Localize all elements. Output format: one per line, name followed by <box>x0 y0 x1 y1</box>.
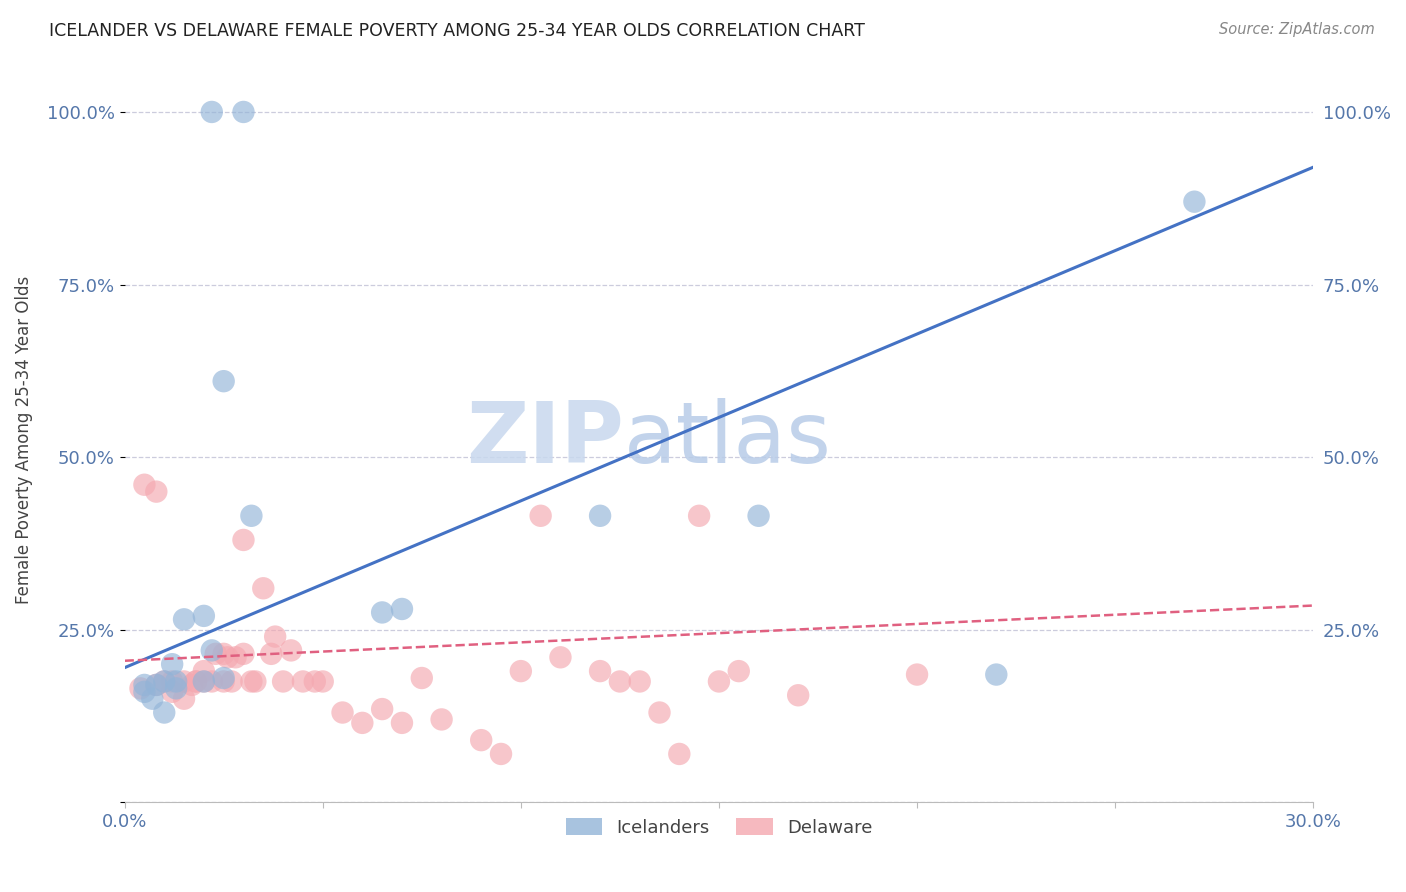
Point <box>225 650 247 665</box>
Point <box>264 630 287 644</box>
Point <box>232 533 254 547</box>
Point <box>232 105 254 120</box>
Point <box>212 647 235 661</box>
Point <box>489 747 512 761</box>
Point <box>668 747 690 761</box>
Point <box>145 678 167 692</box>
Point <box>204 647 226 661</box>
Text: Source: ZipAtlas.com: Source: ZipAtlas.com <box>1219 22 1375 37</box>
Point <box>707 674 730 689</box>
Point <box>245 674 267 689</box>
Point <box>165 681 187 696</box>
Point <box>212 671 235 685</box>
Point <box>648 706 671 720</box>
Point <box>1184 194 1206 209</box>
Point <box>129 681 152 696</box>
Point <box>160 657 183 672</box>
Point <box>193 674 215 689</box>
Point <box>184 674 207 689</box>
Point <box>986 667 1008 681</box>
Point <box>304 674 326 689</box>
Text: ICELANDER VS DELAWARE FEMALE POVERTY AMONG 25-34 YEAR OLDS CORRELATION CHART: ICELANDER VS DELAWARE FEMALE POVERTY AMO… <box>49 22 865 40</box>
Point <box>260 647 283 661</box>
Point <box>727 664 749 678</box>
Point <box>589 664 612 678</box>
Point <box>184 674 207 689</box>
Point <box>430 713 453 727</box>
Point <box>201 643 224 657</box>
Point <box>134 477 156 491</box>
Point <box>173 691 195 706</box>
Text: ZIP: ZIP <box>467 399 624 482</box>
Point <box>153 706 176 720</box>
Point <box>252 581 274 595</box>
Point <box>134 685 156 699</box>
Point <box>530 508 553 523</box>
Point <box>240 508 263 523</box>
Point <box>748 508 770 523</box>
Point <box>193 674 215 689</box>
Point <box>628 674 651 689</box>
Point <box>160 674 183 689</box>
Legend: Icelanders, Delaware: Icelanders, Delaware <box>558 811 880 844</box>
Point <box>160 685 183 699</box>
Point <box>550 650 572 665</box>
Point <box>391 602 413 616</box>
Point <box>193 608 215 623</box>
Point <box>509 664 531 678</box>
Point <box>145 484 167 499</box>
Point <box>212 674 235 689</box>
Point <box>173 674 195 689</box>
Point <box>589 508 612 523</box>
Point <box>221 674 243 689</box>
Point <box>391 715 413 730</box>
Point <box>201 105 224 120</box>
Point <box>609 674 631 689</box>
Point <box>352 715 374 730</box>
Text: atlas: atlas <box>624 399 832 482</box>
Point <box>141 691 163 706</box>
Point <box>371 702 394 716</box>
Point <box>134 678 156 692</box>
Point <box>291 674 314 689</box>
Point <box>217 650 239 665</box>
Point <box>240 674 263 689</box>
Point <box>905 667 928 681</box>
Point <box>145 678 167 692</box>
Point <box>470 733 492 747</box>
Point <box>371 606 394 620</box>
Point <box>280 643 302 657</box>
Point <box>153 674 176 689</box>
Point <box>232 647 254 661</box>
Point <box>411 671 433 685</box>
Point <box>165 674 187 689</box>
Point <box>153 674 176 689</box>
Y-axis label: Female Poverty Among 25-34 Year Olds: Female Poverty Among 25-34 Year Olds <box>15 276 32 604</box>
Point <box>688 508 710 523</box>
Point <box>201 674 224 689</box>
Point <box>312 674 335 689</box>
Point <box>212 374 235 388</box>
Point <box>271 674 294 689</box>
Point <box>787 688 810 702</box>
Point <box>332 706 354 720</box>
Point <box>173 612 195 626</box>
Point <box>181 678 204 692</box>
Point <box>193 664 215 678</box>
